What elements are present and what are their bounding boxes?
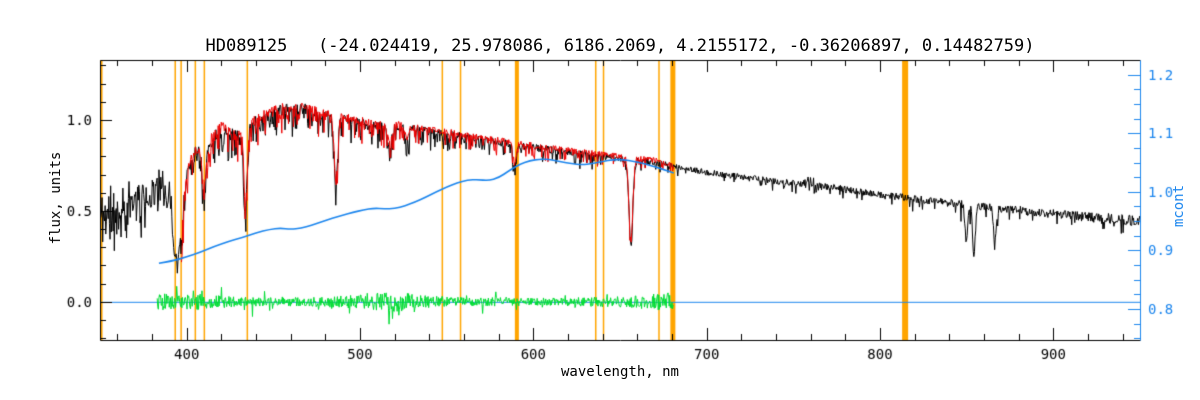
y-axis-label-mcont: mcont bbox=[1171, 184, 1187, 228]
plot-title: HD089125 (-24.024419, 25.978086, 6186.20… bbox=[205, 36, 1035, 56]
x-axis-label: wavelength, nm bbox=[560, 364, 679, 380]
y-axis-label-flux: flux, units bbox=[48, 151, 64, 245]
